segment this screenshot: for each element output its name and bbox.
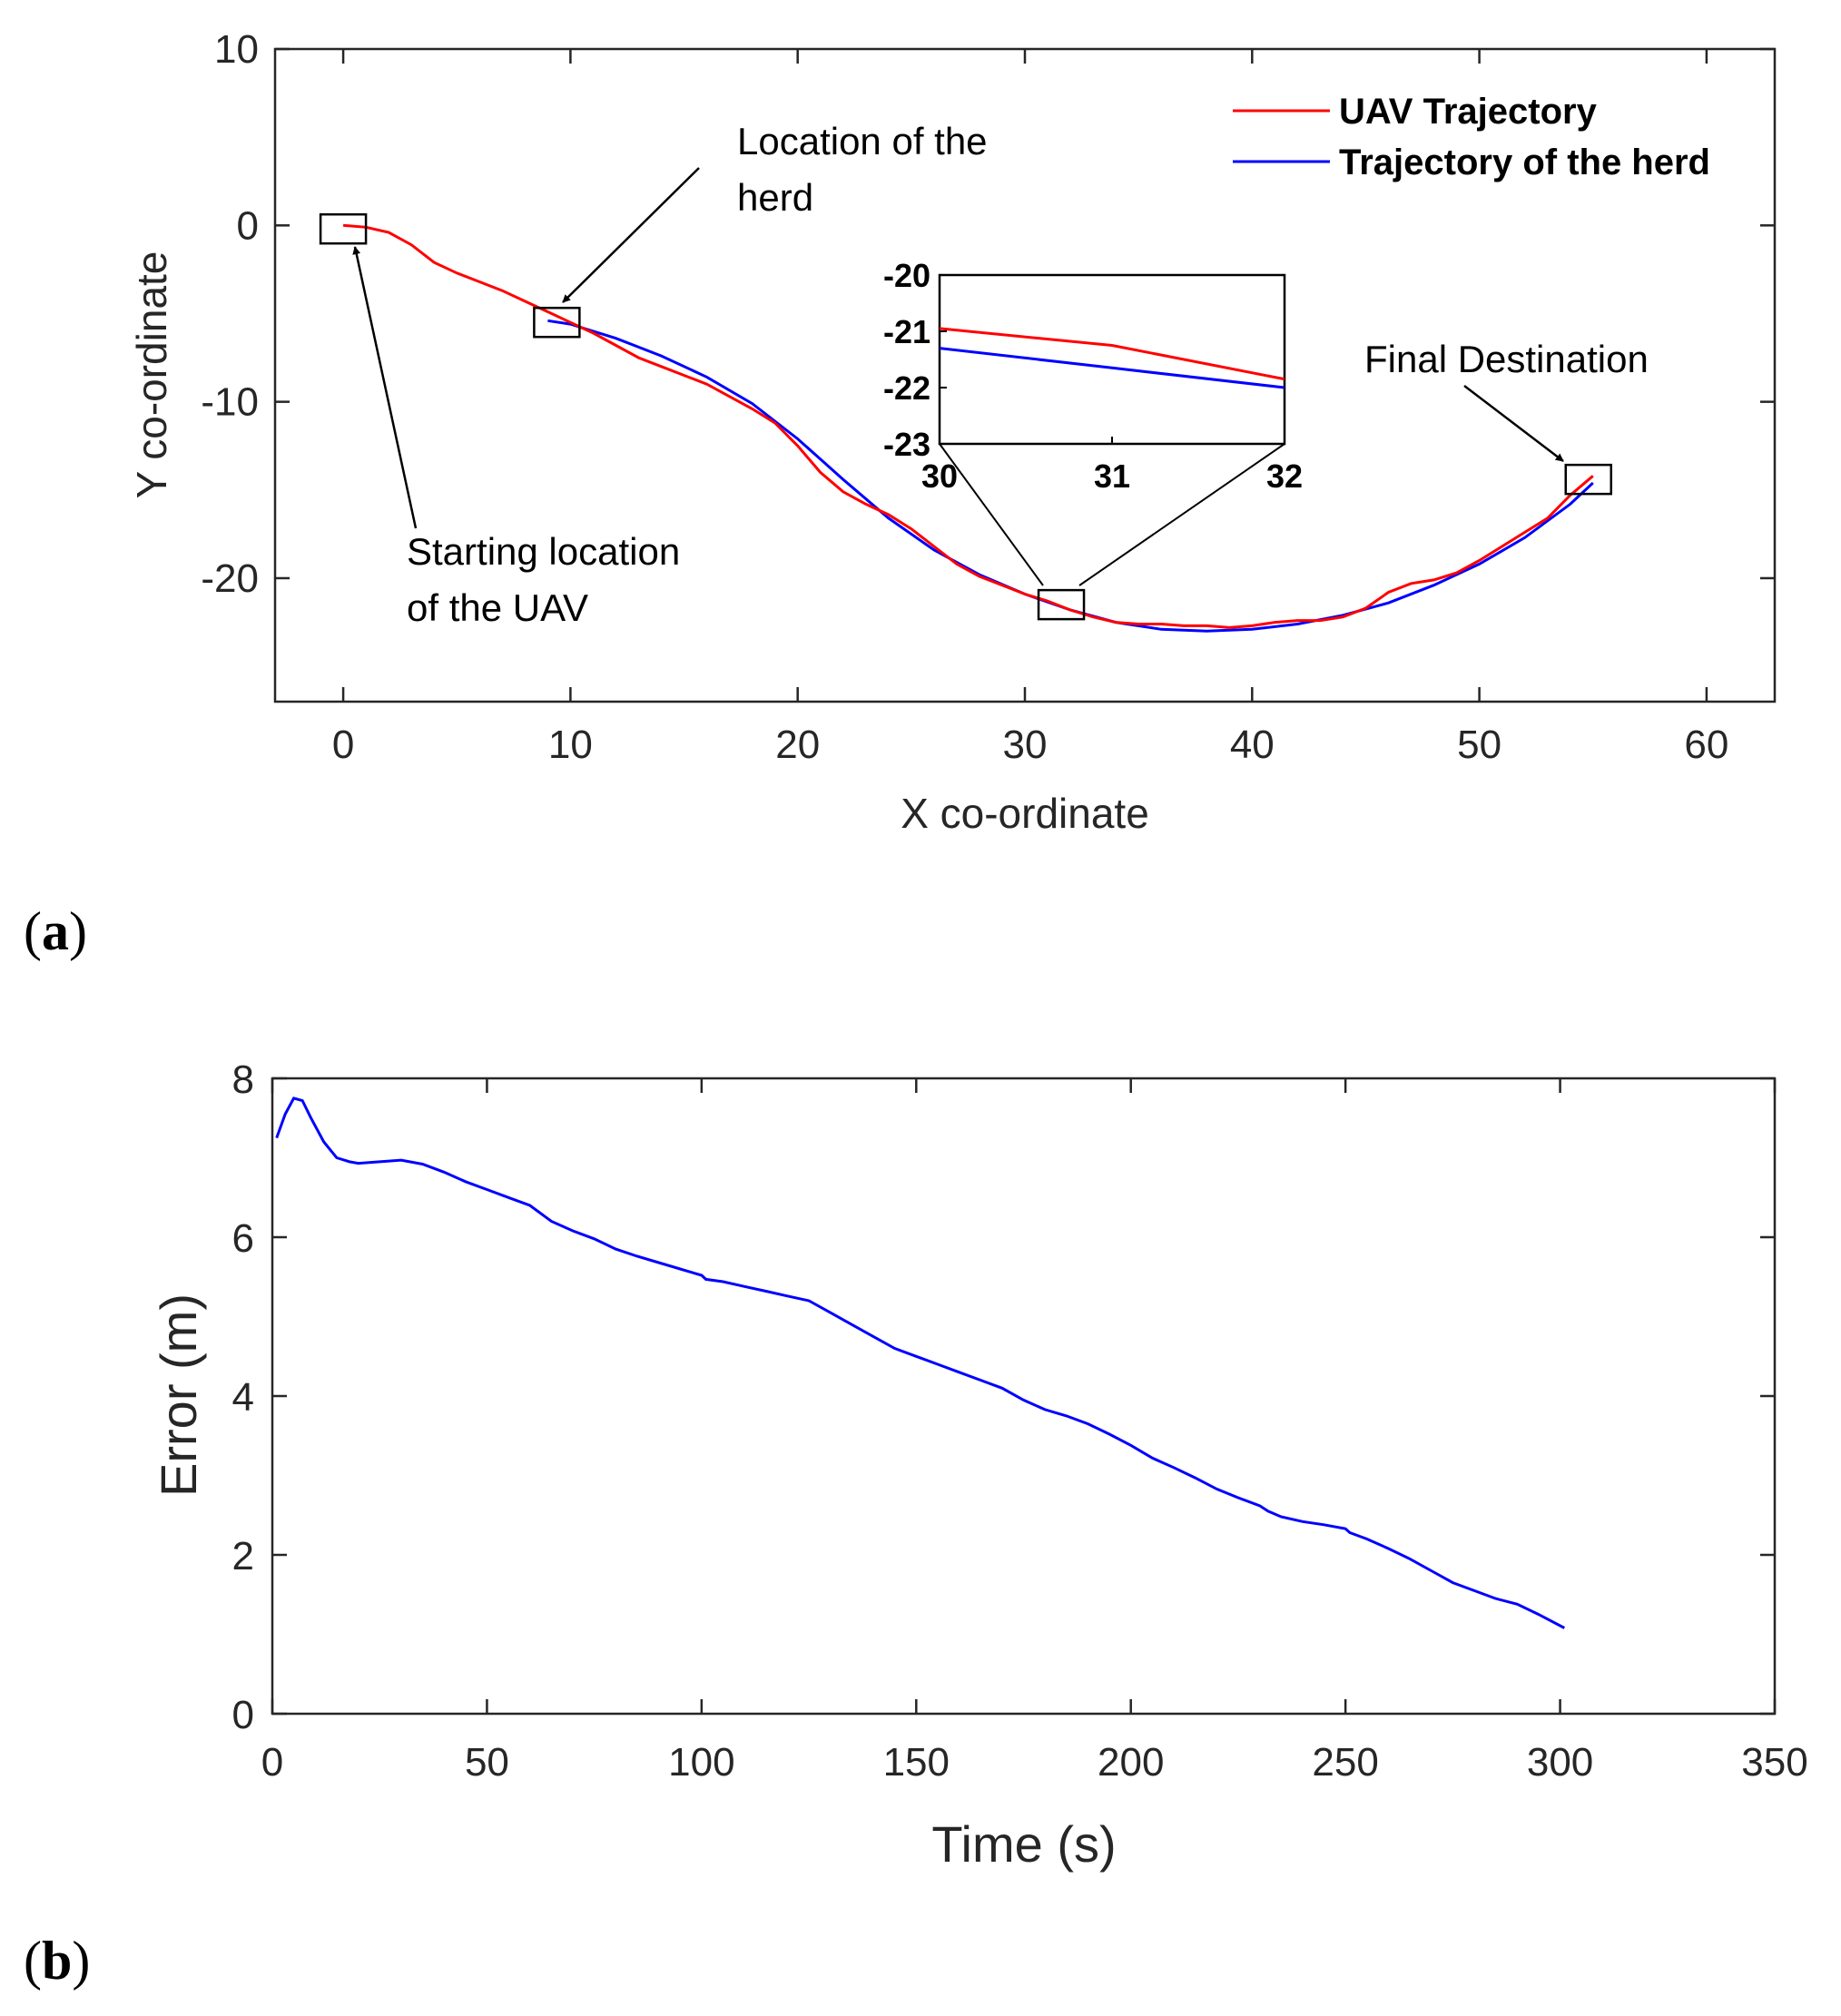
b-x-tick-label: 350 (1741, 1740, 1807, 1785)
a-y-tick-label: -10 (201, 380, 259, 425)
b-x-tick-label: 300 (1527, 1740, 1593, 1785)
a-x-tick-label: 10 (548, 723, 593, 767)
inset-y-tick-label: -22 (883, 369, 930, 407)
inset-x-tick-label: 30 (921, 457, 958, 495)
location-marker-box (1564, 463, 1613, 496)
b-y-tick-label: 8 (232, 1057, 254, 1102)
legend-uav-label: UAV Trajectory (1339, 92, 1598, 132)
annotation-final-destination: Final Destination (1364, 338, 1649, 380)
a-x-tick-label: 0 (332, 723, 354, 767)
a-x-tick-label: 30 (1003, 723, 1048, 767)
panel-a-letter: a (42, 901, 69, 961)
location-marker-box (533, 306, 581, 339)
inset-x-tick-label: 31 (1094, 457, 1130, 495)
annotation-final-arrow (1463, 385, 1564, 462)
a-x-tick-label: 40 (1230, 723, 1275, 767)
panel-a-x-axis-label: X co-ordinate (901, 790, 1149, 837)
annotation-start-location-line1: Starting location (407, 530, 680, 573)
a-y-tick-label: -20 (201, 556, 259, 601)
panel-a-label: (a) (24, 901, 87, 961)
panel-b-chart: 0 50 100 150 200 250 300 350 0 2 4 6 8 Time (s) Err… (150, 1057, 1808, 1873)
error-line (275, 1097, 1565, 1629)
zoom-inset: 30 31 32 -20 -21 -22 -23 (883, 257, 1303, 495)
annotation-herd-location-line1: Location of the (737, 120, 988, 162)
inset-x-tick-label: 32 (1266, 457, 1303, 495)
inset-y-tick-label: -21 (883, 313, 930, 350)
uav-trajectory-line (342, 223, 1594, 629)
panel-a-y-axis-label: Y co-ordinate (128, 251, 175, 499)
b-x-tick-label: 150 (883, 1740, 950, 1785)
b-x-tick-label: 0 (261, 1740, 283, 1785)
location-marker-box (1037, 588, 1086, 621)
panel-b-axes-box (271, 1077, 1777, 1716)
a-x-tick-label: 60 (1684, 723, 1728, 767)
zoom-inset-box (938, 273, 1286, 446)
annotation-start-arrow (352, 246, 418, 529)
location-marker-box (319, 212, 368, 245)
inset-y-tick-label: -23 (883, 426, 930, 463)
annotation-start-location-line2: of the UAV (407, 586, 588, 629)
inset-herd-line (940, 347, 1285, 389)
b-y-tick-label: 6 (232, 1216, 254, 1261)
a-x-tick-label: 50 (1457, 723, 1501, 767)
panel-a-annotations: Location of the herd Starting location o… (352, 120, 1649, 629)
inset-y-ticks: -20 -21 -22 -23 (883, 257, 947, 463)
inset-uav-line (940, 327, 1285, 381)
zoom-connector-right (1078, 443, 1285, 586)
a-y-tick-label: 10 (214, 27, 259, 72)
panel-b-x-ticks: 0 50 100 150 200 250 300 350 (261, 1078, 1808, 1785)
b-y-tick-label: 4 (232, 1375, 254, 1420)
panel-b-y-axis-label: Error (m) (150, 1293, 207, 1497)
panel-b-letter: b (42, 1931, 72, 1991)
annotation-herd-location-line2: herd (737, 176, 813, 219)
panel-a-legend: UAV Trajectory Trajectory of the herd (1233, 92, 1710, 182)
panel-a-x-ticks: 0 10 20 30 40 50 60 (332, 49, 1728, 767)
inset-x-ticks: 30 31 32 (921, 437, 1303, 495)
b-x-tick-label: 50 (465, 1740, 509, 1785)
b-y-tick-label: 2 (232, 1534, 254, 1578)
inset-y-tick-label: -20 (883, 257, 930, 294)
b-x-tick-label: 250 (1312, 1740, 1378, 1785)
legend-herd-label: Trajectory of the herd (1339, 143, 1710, 182)
zoom-connector-left (939, 443, 1044, 586)
panel-a-y-ticks: 10 0 -10 -20 (201, 27, 1775, 601)
panel-b-y-ticks: 0 2 4 6 8 (232, 1057, 1775, 1737)
panel-b-label: (b) (24, 1931, 90, 1991)
panel-a-markers (319, 212, 1613, 621)
panel-b-x-axis-label: Time (s) (931, 1815, 1116, 1873)
annotation-herd-arrow (562, 167, 700, 303)
panel-a-chart: 0 10 20 30 40 50 60 10 0 -10 -20 X co-ordinate Y … (128, 27, 1777, 837)
a-x-tick-label: 20 (775, 723, 820, 767)
b-y-tick-label: 0 (232, 1693, 254, 1737)
a-y-tick-label: 0 (237, 203, 259, 248)
b-x-tick-label: 200 (1098, 1740, 1164, 1785)
b-x-tick-label: 100 (668, 1740, 734, 1785)
